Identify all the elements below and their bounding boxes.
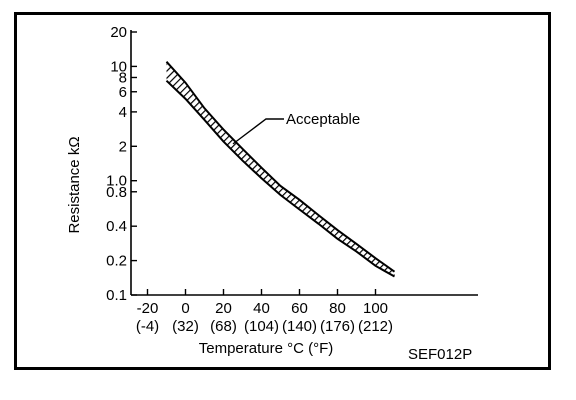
x-tick-sublabel: (212): [358, 318, 393, 335]
x-tick-sublabel: (140): [282, 318, 317, 335]
y-tick-label: 6: [119, 84, 127, 101]
y-tick-label: 0.2: [106, 253, 127, 270]
upper-limit-line: [165, 61, 396, 273]
annotations: Acceptable: [232, 111, 360, 145]
x-axis-label: Temperature °C (°F): [199, 340, 334, 357]
x-tick-sublabel: (32): [172, 318, 199, 335]
acceptable-band-fill: [166, 61, 395, 277]
x-tick-sublabel: (176): [320, 318, 355, 335]
figure-code: SEF012P: [408, 346, 472, 363]
y-tick-label: 4: [119, 104, 127, 121]
y-tick-label: 0.4: [106, 218, 127, 235]
y-tick-label: 1.0: [106, 173, 127, 190]
lower-limit-line: [165, 79, 395, 278]
x-tick-label: 100: [363, 300, 388, 317]
x-tick-label: 20: [215, 300, 232, 317]
annotation-leader-line: [232, 118, 284, 145]
acceptable-band: [165, 61, 396, 278]
x-tick-sublabel: (104): [244, 318, 279, 335]
y-tick-label: 20: [110, 24, 127, 41]
x-tick-label: -20: [137, 300, 159, 317]
y-tick-label: 0.1: [106, 287, 127, 304]
y-tick-label: 10: [110, 58, 127, 75]
y-axis-label: Resistance kΩ: [66, 136, 83, 233]
x-tick-label: 0: [181, 300, 189, 317]
y-tick-label: 2: [119, 138, 127, 155]
x-axis-ticks: -20(-4) 0(32) 20(68) 40(104) 60(140) 80(176) 1…: [136, 289, 393, 335]
figure-frame: 20 10 8 6 4 2 1.0 0.8 0.4 0.2 0.1 -20 (-4) 0 (32) 20 (6…: [14, 12, 551, 370]
x-tick-sublabel: (-4): [136, 318, 159, 335]
y-tick-label: 8: [119, 69, 127, 86]
x-tick-label: 60: [291, 300, 308, 317]
annotation-label: Acceptable: [286, 111, 360, 128]
axes: [130, 30, 478, 296]
y-tick-label: 0.8: [106, 184, 127, 201]
x-tick-label: 40: [253, 300, 270, 317]
x-tick-sublabel: (68): [210, 318, 237, 335]
x-tick-label: 80: [329, 300, 346, 317]
